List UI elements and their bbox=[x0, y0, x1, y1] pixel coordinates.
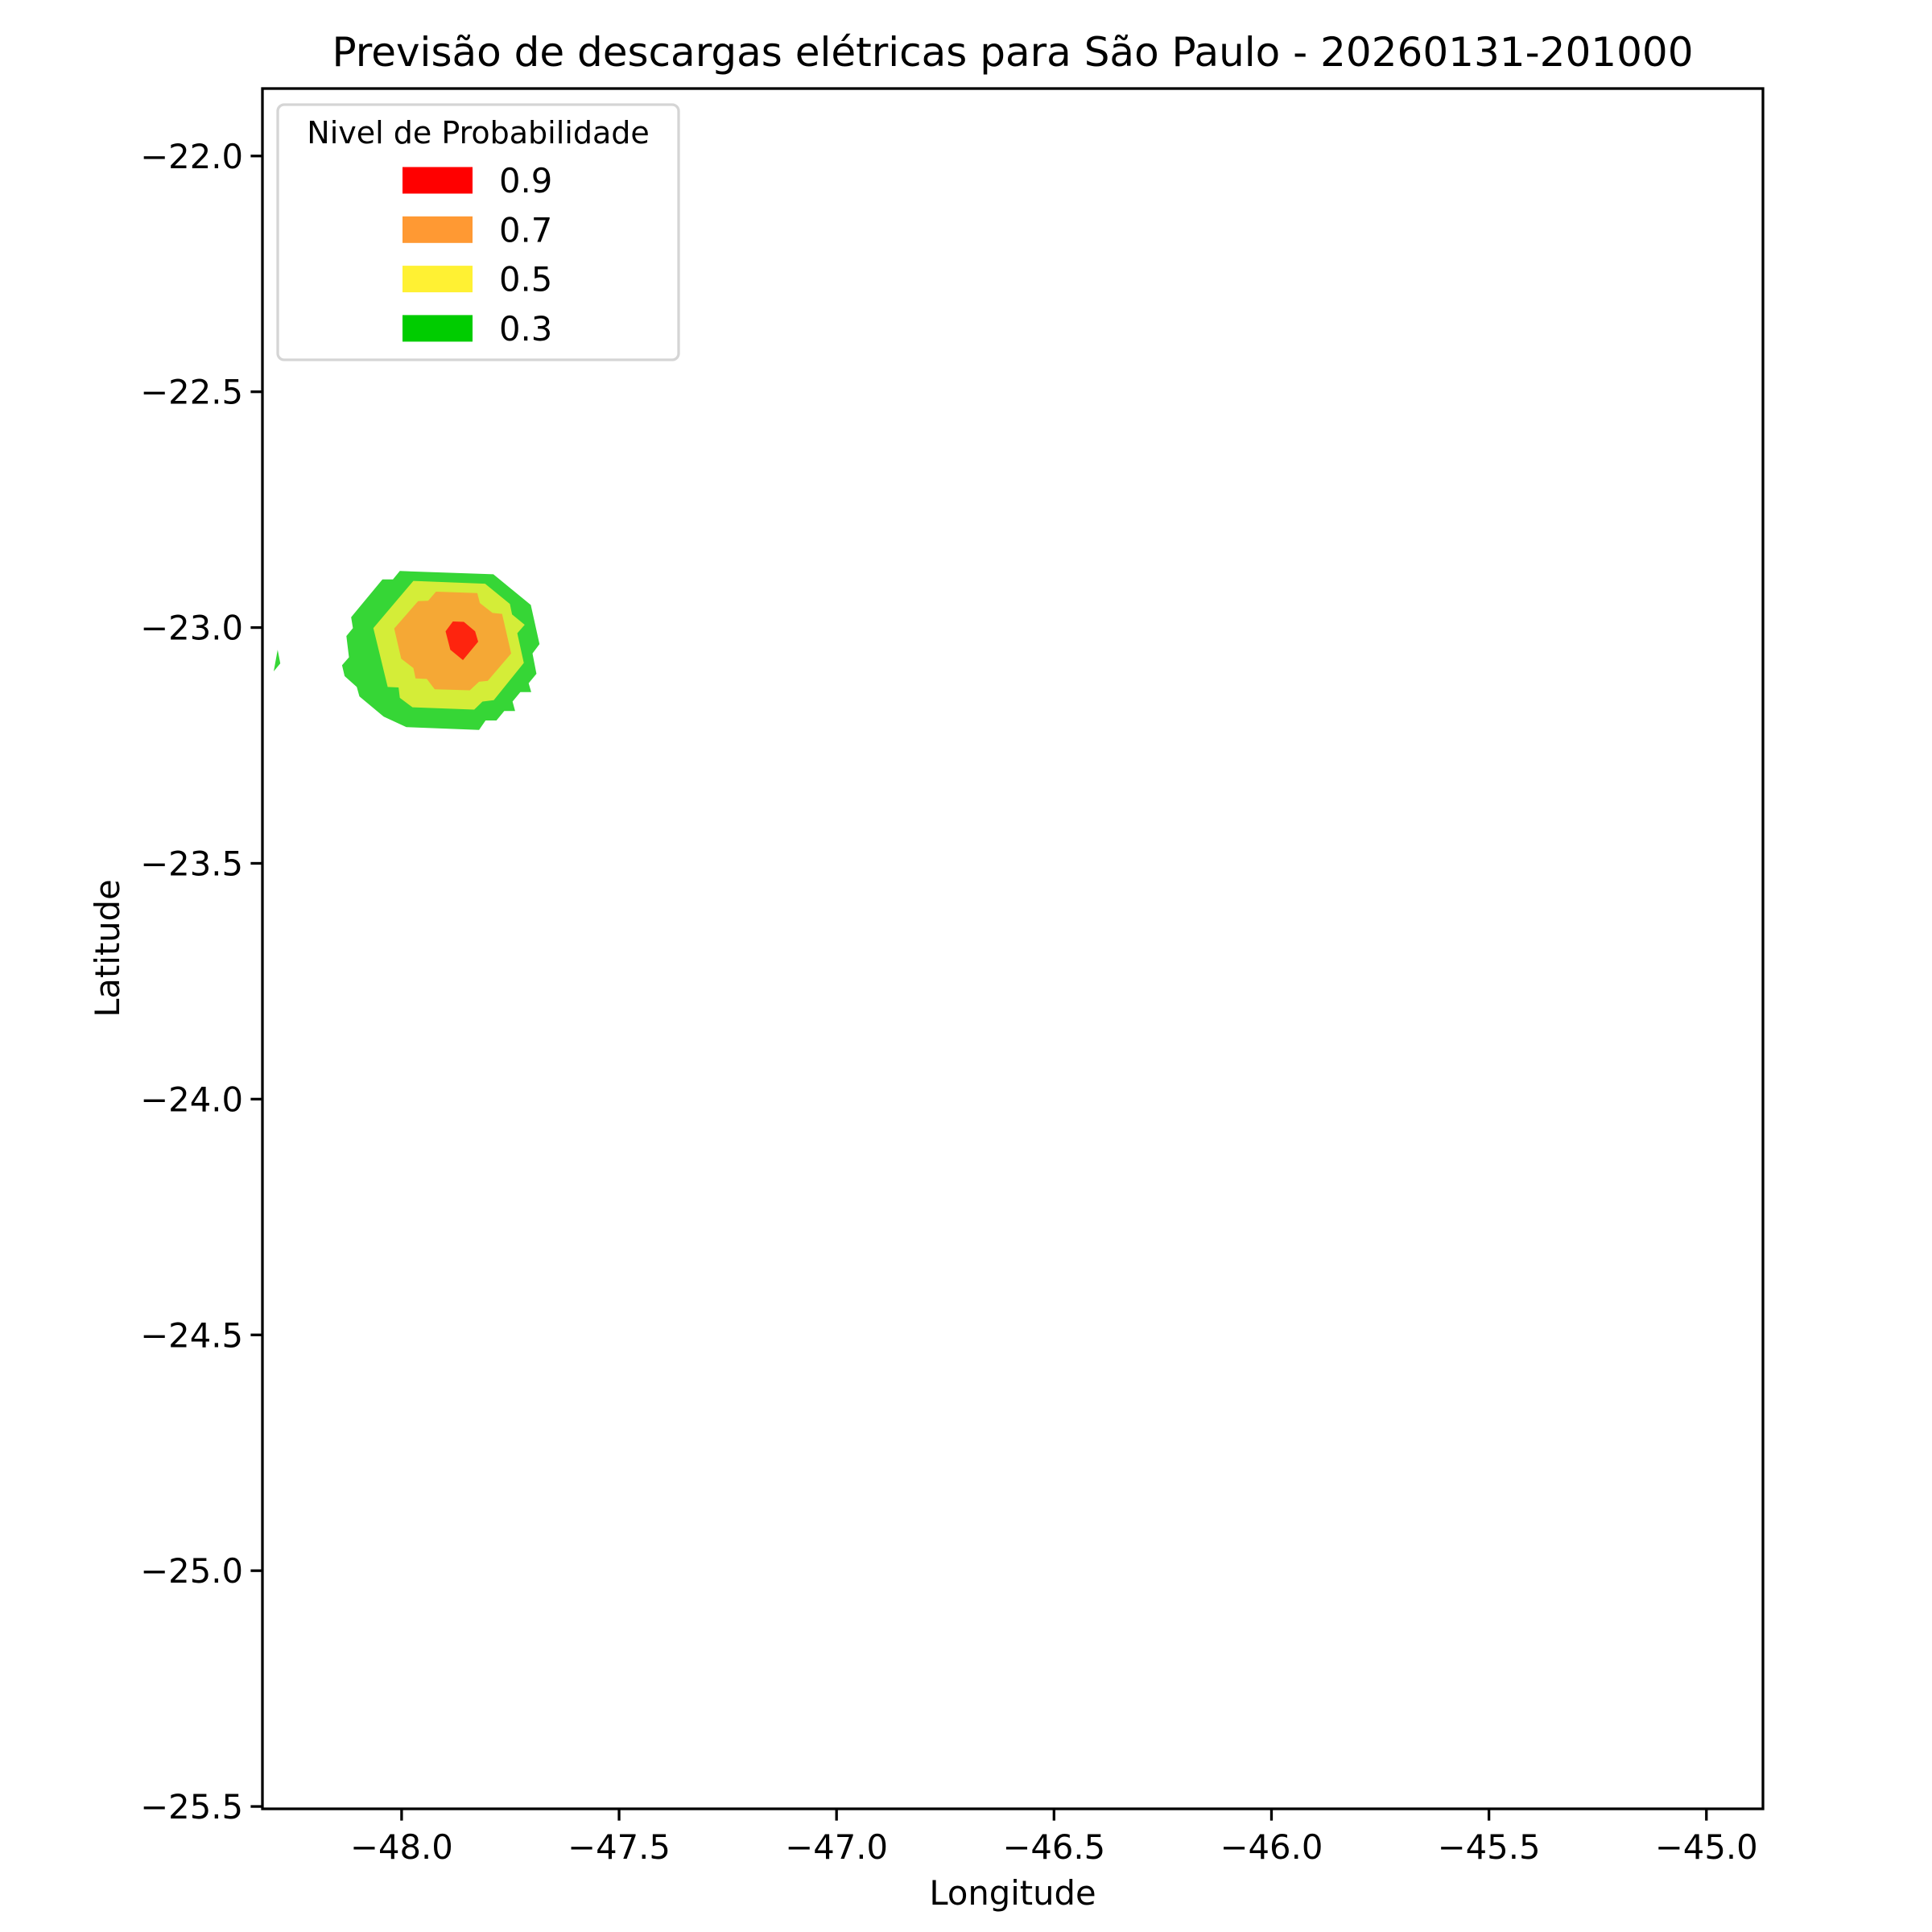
x-tick-label: −47.0 bbox=[785, 1827, 888, 1867]
x-tick-label: −47.5 bbox=[568, 1827, 671, 1867]
legend-box bbox=[276, 103, 680, 361]
contour-level-0_9-region bbox=[445, 621, 478, 660]
y-tick-label: −23.0 bbox=[140, 609, 243, 648]
y-tick-label: −24.5 bbox=[140, 1315, 243, 1355]
legend: Nivel de Probabilidade 0.9 0.7 0.5 0.3 bbox=[276, 103, 680, 361]
y-axis-label: Latitude bbox=[88, 879, 127, 1018]
axes-frame bbox=[261, 87, 1765, 1810]
legend-title: Nivel de Probabilidade bbox=[307, 115, 649, 151]
legend-label: 0.7 bbox=[499, 210, 552, 250]
y-axis: −22.0 −22.5 −23.0 −23.5 −24.0 −24.5 −25.0 −25.5 bbox=[140, 137, 262, 1827]
x-axis-label: Longitude bbox=[929, 1873, 1096, 1913]
legend-swatch bbox=[402, 216, 473, 243]
legend-swatch bbox=[402, 167, 473, 194]
x-tick-label: −45.0 bbox=[1655, 1827, 1758, 1867]
chart-title: Previsão de descargas elétricas para São… bbox=[332, 29, 1693, 76]
y-tick-label: −25.5 bbox=[140, 1787, 243, 1827]
legend-swatch bbox=[402, 266, 473, 293]
legend-label: 0.3 bbox=[499, 309, 552, 349]
legend-label: 0.5 bbox=[499, 260, 552, 299]
x-tick-label: −46.5 bbox=[1002, 1827, 1105, 1867]
y-tick-label: −22.0 bbox=[140, 137, 243, 176]
legend-swatch bbox=[402, 315, 473, 342]
y-tick-label: −23.5 bbox=[140, 844, 243, 883]
contour-layer bbox=[274, 571, 540, 730]
y-tick-label: −24.0 bbox=[140, 1080, 243, 1119]
x-tick-label: −46.0 bbox=[1220, 1827, 1323, 1867]
x-tick-label: −45.5 bbox=[1438, 1827, 1541, 1867]
contour-level-0_3-region bbox=[274, 650, 281, 671]
x-axis: −48.0 −47.5 −47.0 −46.5 −46.0 −45.5 −45.0 bbox=[350, 1809, 1758, 1867]
y-tick-label: −25.0 bbox=[140, 1551, 243, 1591]
legend-label: 0.9 bbox=[499, 161, 552, 200]
x-tick-label: −48.0 bbox=[350, 1827, 453, 1867]
y-tick-label: −22.5 bbox=[140, 373, 243, 412]
